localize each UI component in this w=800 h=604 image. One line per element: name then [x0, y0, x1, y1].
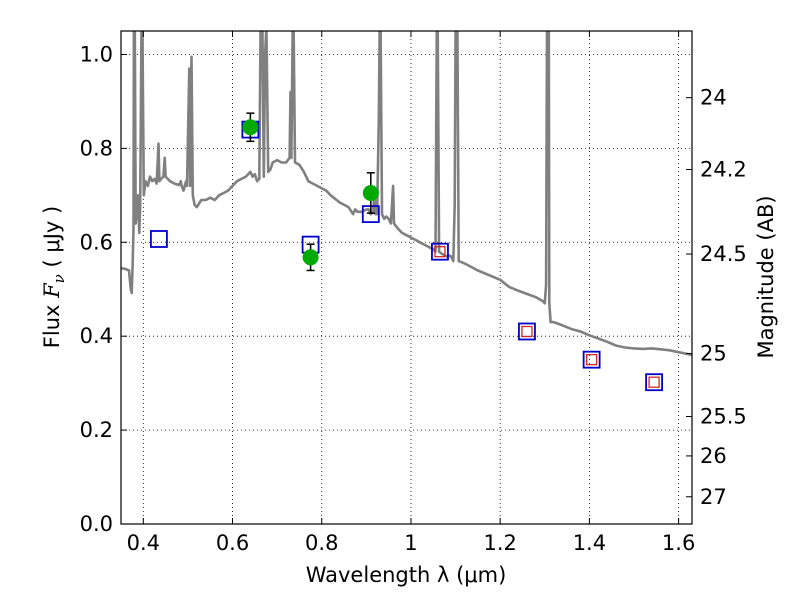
right-tick-label: 24.5 — [700, 242, 747, 266]
x-tick-label: 1.4 — [573, 531, 606, 555]
observed-flux-square — [434, 246, 446, 258]
right-tick-label: 27 — [700, 485, 727, 509]
x-tick-label: 1.2 — [483, 531, 516, 555]
grid-lines — [121, 31, 692, 525]
right-tick-label: 24 — [700, 86, 727, 110]
plot-frame — [120, 30, 693, 525]
y-tick-label: 0.8 — [80, 136, 113, 160]
y-tick-label: 0.6 — [80, 230, 113, 254]
x-axis-label: Wavelength λ (μm) — [306, 563, 507, 587]
right-tick-label: 25 — [700, 342, 727, 366]
y-tick-label: 1.0 — [80, 42, 113, 66]
right-tick-label: 24.2 — [700, 158, 747, 182]
ticks: 0.4 0.6 0.8 1 1.2 1.4 1.6 0.0 0.2 0.4 0.6 0.8 1.0 24 2… — [80, 31, 747, 555]
y-tick-label: 0.4 — [80, 324, 113, 348]
observed-flux-square — [648, 376, 660, 388]
observed-flux-point — [302, 249, 319, 266]
model-photometry-square — [645, 373, 663, 392]
y-tick-label: 0.2 — [80, 418, 113, 442]
y-axis-label-prefix: Flux — [40, 298, 64, 348]
y-tick-label: 0.0 — [80, 512, 113, 536]
observed-flux-point — [242, 119, 259, 136]
y-axis-label-symbol: F — [40, 282, 64, 299]
observed-flux-point — [362, 184, 379, 201]
x-tick-label: 0.8 — [305, 531, 338, 555]
model-photometry-square — [150, 230, 168, 248]
x-tick-label: 0.6 — [216, 531, 249, 555]
model-photometry-square — [518, 322, 536, 341]
data-layer — [121, 31, 692, 392]
observed-flux-square — [585, 354, 598, 366]
x-tick-label: 0.4 — [127, 531, 160, 555]
sed-model-line — [121, 31, 692, 357]
y-axis-label-subscript: ν — [50, 274, 68, 283]
right-tick-label: 25.5 — [700, 404, 747, 428]
y-axis-label-unit: ( μJy ) — [40, 206, 64, 274]
x-tick-label: 1.6 — [662, 531, 695, 555]
x-tick-label: 1 — [404, 531, 417, 555]
right-tick-label: 26 — [700, 444, 727, 468]
model-photometry-square — [582, 350, 601, 369]
observed-flux-square — [521, 325, 533, 338]
y-axis-label: Flux Fν ( μJy ) — [40, 206, 68, 348]
model-photometry-square — [431, 242, 449, 261]
right-axis-label: Magnitude (AB) — [754, 195, 778, 358]
